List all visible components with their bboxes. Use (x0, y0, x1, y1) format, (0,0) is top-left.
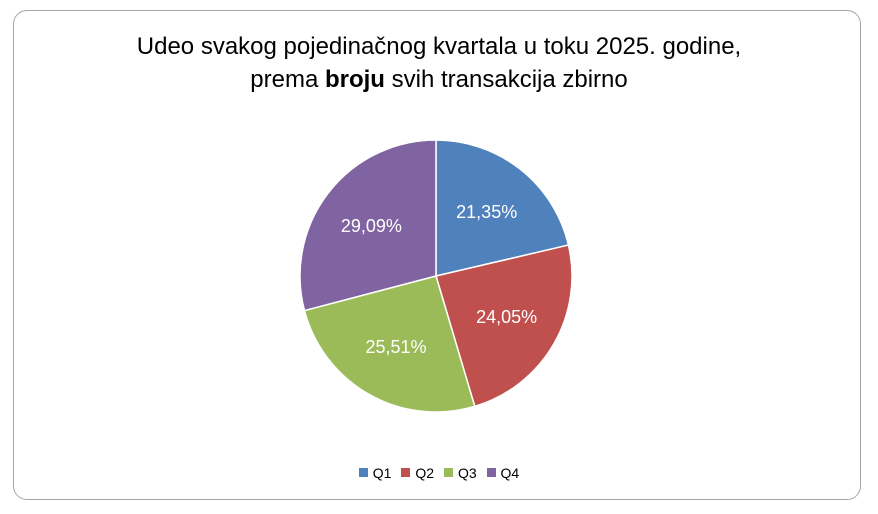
pie-slice-q1 (435, 139, 570, 277)
title-part-bold: broju (324, 66, 385, 93)
legend-swatch-q1 (358, 468, 368, 477)
legend-label-q3: Q3 (457, 464, 477, 481)
title-part-post: svih transakcija zbirno (384, 66, 628, 93)
legend-label-q2: Q2 (415, 464, 435, 481)
legend-swatch-q3 (443, 468, 453, 477)
chart-title: Udeo svakog pojedinačnog kvartala u toku… (0, 30, 878, 96)
legend-label-q4: Q4 (500, 464, 520, 481)
slice-label-q3: 25,51% (365, 337, 426, 357)
legend-item-q3: Q3 (443, 464, 477, 481)
slice-label-q1: 21,35% (456, 202, 517, 222)
pie-slice-q4 (299, 139, 437, 312)
legend-item-q4: Q4 (486, 464, 520, 481)
slice-label-q2: 24,05% (476, 307, 537, 327)
pie-slice-q2 (435, 244, 573, 408)
legend-label-q1: Q1 (372, 464, 392, 481)
legend-item-q2: Q2 (401, 465, 434, 481)
slice-label-q4: 29,09% (341, 216, 402, 236)
legend: Q1 Q2 Q3 Q4 (0, 464, 878, 481)
chart-title-line1: Udeo svakog pojedinačnog kvartala u toku… (136, 33, 742, 60)
chart-title-line2: prema broju svih transakcija zbirno (0, 63, 878, 96)
legend-swatch-q2 (401, 468, 411, 477)
title-part-pre: prema (250, 66, 325, 93)
legend-item-q1: Q1 (358, 464, 392, 481)
pie-slice-q3 (303, 275, 476, 413)
legend-swatch-q4 (486, 468, 496, 477)
